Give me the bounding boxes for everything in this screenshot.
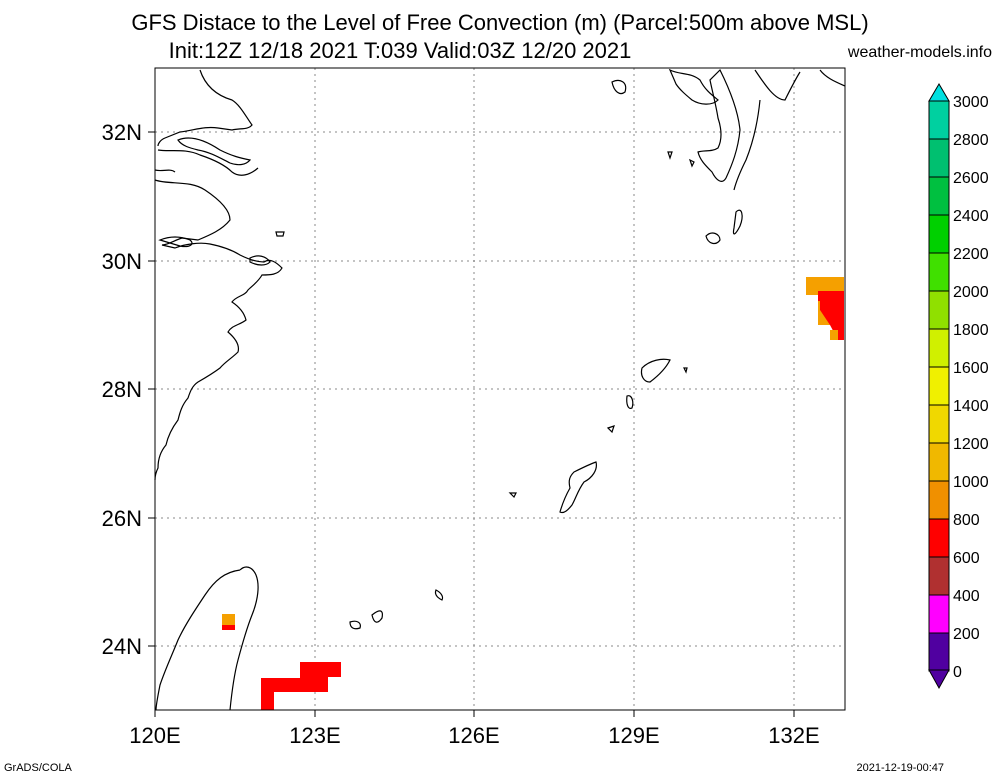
gridlines — [155, 68, 845, 710]
lon-label-120e: 120E — [129, 723, 180, 748]
map-panel: 32N 30N 28N 26N 24N 120E 123E 126E 129E … — [102, 67, 846, 748]
field-cell — [222, 614, 235, 625]
colorbar-segment — [928, 328, 950, 368]
colorbar-segment — [928, 404, 950, 444]
island — [611, 79, 627, 95]
shikoku-coast — [733, 69, 801, 191]
colorbar-label: 200 — [953, 626, 980, 643]
field-cell — [806, 277, 844, 291]
colorbar-segment — [928, 594, 950, 634]
lfc-field — [222, 277, 844, 710]
field-cell — [818, 301, 830, 325]
honshu-coast — [819, 69, 846, 87]
island — [683, 367, 688, 374]
lon-label-123e: 123E — [289, 723, 340, 748]
tokunoshima — [626, 395, 634, 409]
island — [434, 589, 444, 601]
colorbar-top-arrow — [928, 83, 950, 102]
colorbar-segment — [928, 214, 950, 254]
colorbar-segment — [928, 556, 950, 596]
colorbar-label: 1800 — [953, 322, 989, 339]
field-cell — [806, 291, 818, 295]
lon-labels: 120E 123E 126E 129E 132E — [129, 723, 819, 748]
okinawa — [559, 461, 597, 514]
colorbar-label: 1000 — [953, 474, 989, 491]
colorbar-segment — [928, 138, 950, 178]
colorbar-label: 2600 — [953, 170, 989, 187]
field-cell — [830, 330, 838, 340]
footer-credit: GrADS/COLA — [4, 762, 72, 774]
map-frame — [154, 67, 846, 711]
colorbar-label: 1200 — [953, 436, 989, 453]
colorbar-label: 2400 — [953, 208, 989, 225]
colorbar-bottom-arrow — [928, 669, 950, 690]
colorbar-label: 1600 — [953, 360, 989, 377]
ishigaki-island — [349, 620, 361, 630]
field-cell — [222, 625, 235, 630]
mainland-coast — [154, 69, 283, 481]
axis-ticks — [148, 131, 795, 717]
lon-label-126e: 126E — [448, 723, 499, 748]
colorbar-label: 2800 — [953, 132, 989, 149]
colorbar-label: 2000 — [953, 284, 989, 301]
colorbar-label: 1400 — [953, 398, 989, 415]
island — [275, 231, 285, 237]
yangtze-estuary — [177, 137, 252, 166]
lat-label-28n: 28N — [102, 377, 142, 402]
lat-label-24n: 24N — [102, 634, 142, 659]
hangzhou-bay — [158, 236, 193, 248]
island — [667, 151, 673, 160]
colorbar-label: 400 — [953, 588, 980, 605]
colorbar-segment — [928, 480, 950, 520]
colorbar-label: 2200 — [953, 246, 989, 263]
colorbar-segment — [928, 252, 950, 292]
field-cell — [261, 662, 341, 710]
lat-label-30n: 30N — [102, 249, 142, 274]
field-cell — [820, 301, 844, 340]
colorbar-segment — [928, 100, 950, 140]
island — [688, 158, 695, 168]
chart-title: GFS Distace to the Level of Free Convect… — [131, 10, 869, 35]
colorbar-label: 0 — [953, 664, 962, 681]
kyushu-north — [668, 68, 719, 105]
lat-labels: 32N 30N 28N 26N 24N — [102, 120, 142, 659]
taiwan-coast — [155, 566, 259, 711]
island — [508, 492, 517, 499]
zhoushan-island — [249, 255, 271, 266]
colorbar-label: 600 — [953, 550, 980, 567]
footer-timestamp: 2021-12-19-00:47 — [856, 762, 944, 774]
miyako-island — [371, 610, 383, 623]
amami-oshima — [640, 358, 671, 383]
colorbar-segment — [928, 518, 950, 558]
colorbar-segment — [928, 176, 950, 216]
chart-subtitle: Init:12Z 12/18 2021 T:039 Valid:03Z 12/2… — [168, 38, 632, 63]
colorbar-segment — [928, 442, 950, 482]
colorbar-segment — [928, 366, 950, 406]
colorbar-label: 800 — [953, 512, 980, 529]
colorbar-label: 3000 — [953, 94, 989, 111]
coastlines — [154, 68, 846, 711]
yakushima — [732, 209, 743, 235]
kyushu — [697, 68, 741, 182]
site-label[interactable]: weather-models.info — [847, 44, 992, 61]
lon-label-132e: 132E — [768, 723, 819, 748]
lon-label-129e: 129E — [608, 723, 659, 748]
tanegashima — [705, 232, 721, 245]
field-cell — [818, 291, 844, 301]
colorbar-segment — [928, 290, 950, 330]
lat-label-32n: 32N — [102, 120, 142, 145]
lat-label-26n: 26N — [102, 506, 142, 531]
island — [606, 425, 615, 434]
colorbar: 3000 2800 2600 2400 2200 2000 1800 1600 … — [928, 83, 989, 690]
colorbar-segment — [928, 632, 950, 672]
